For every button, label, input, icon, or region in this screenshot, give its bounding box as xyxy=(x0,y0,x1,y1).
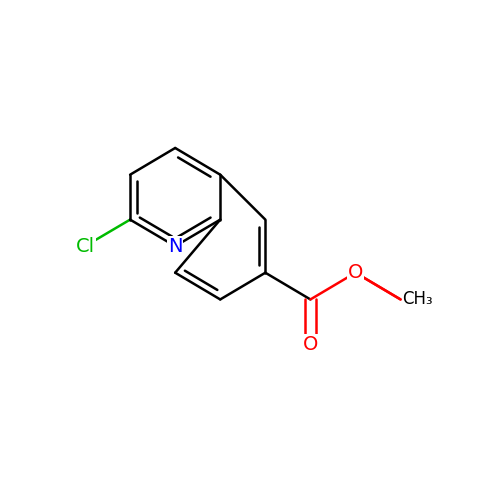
Text: O: O xyxy=(348,263,363,282)
Text: O: O xyxy=(303,335,318,354)
Text: CH₃: CH₃ xyxy=(402,290,433,308)
Text: N: N xyxy=(168,237,182,256)
Text: Cl: Cl xyxy=(76,237,95,256)
